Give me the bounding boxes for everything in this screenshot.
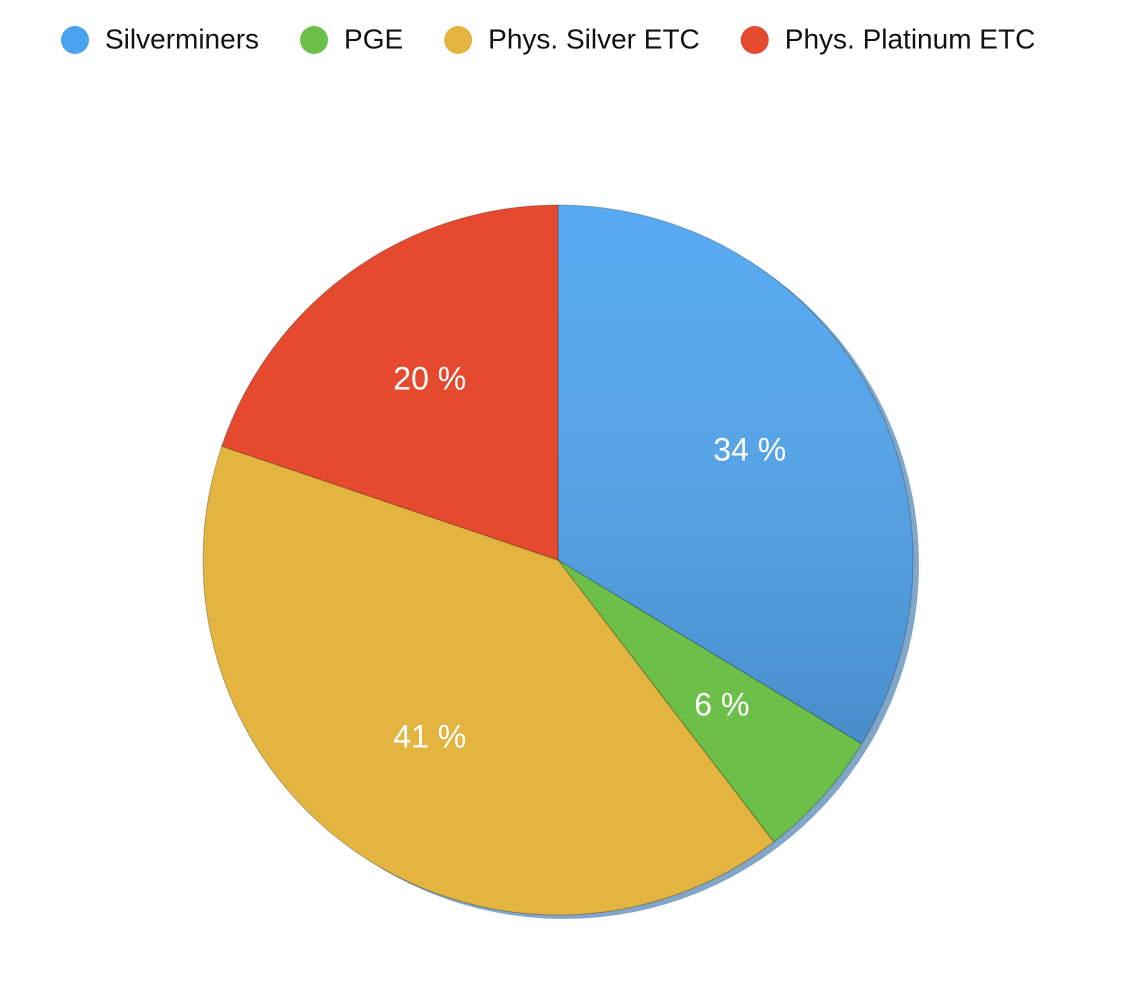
legend-label: PGE (344, 23, 403, 54)
pie-slice (557, 559, 863, 843)
slice-label: 20 % (393, 361, 466, 397)
legend-label: Phys. Silver ETC (488, 23, 700, 54)
legend-swatch (61, 26, 89, 54)
pie-slice (221, 204, 559, 561)
legend-swatch (444, 26, 473, 54)
slice-label: 34 % (713, 431, 786, 467)
legend-swatch (300, 26, 329, 54)
legend-swatch (740, 26, 769, 54)
legend: Silverminers PGE Phys. Silver ETC Phys. Pla… (61, 23, 1035, 54)
legend-label: Silverminers (105, 23, 259, 54)
legend-label: Phys. Platinum ETC (785, 23, 1036, 54)
pie-slice (202, 445, 775, 916)
pie: 34 % 6 % 41 % 20 % (202, 204, 919, 919)
slice-label: 41 % (393, 718, 466, 754)
slice-label: 6 % (694, 686, 749, 722)
